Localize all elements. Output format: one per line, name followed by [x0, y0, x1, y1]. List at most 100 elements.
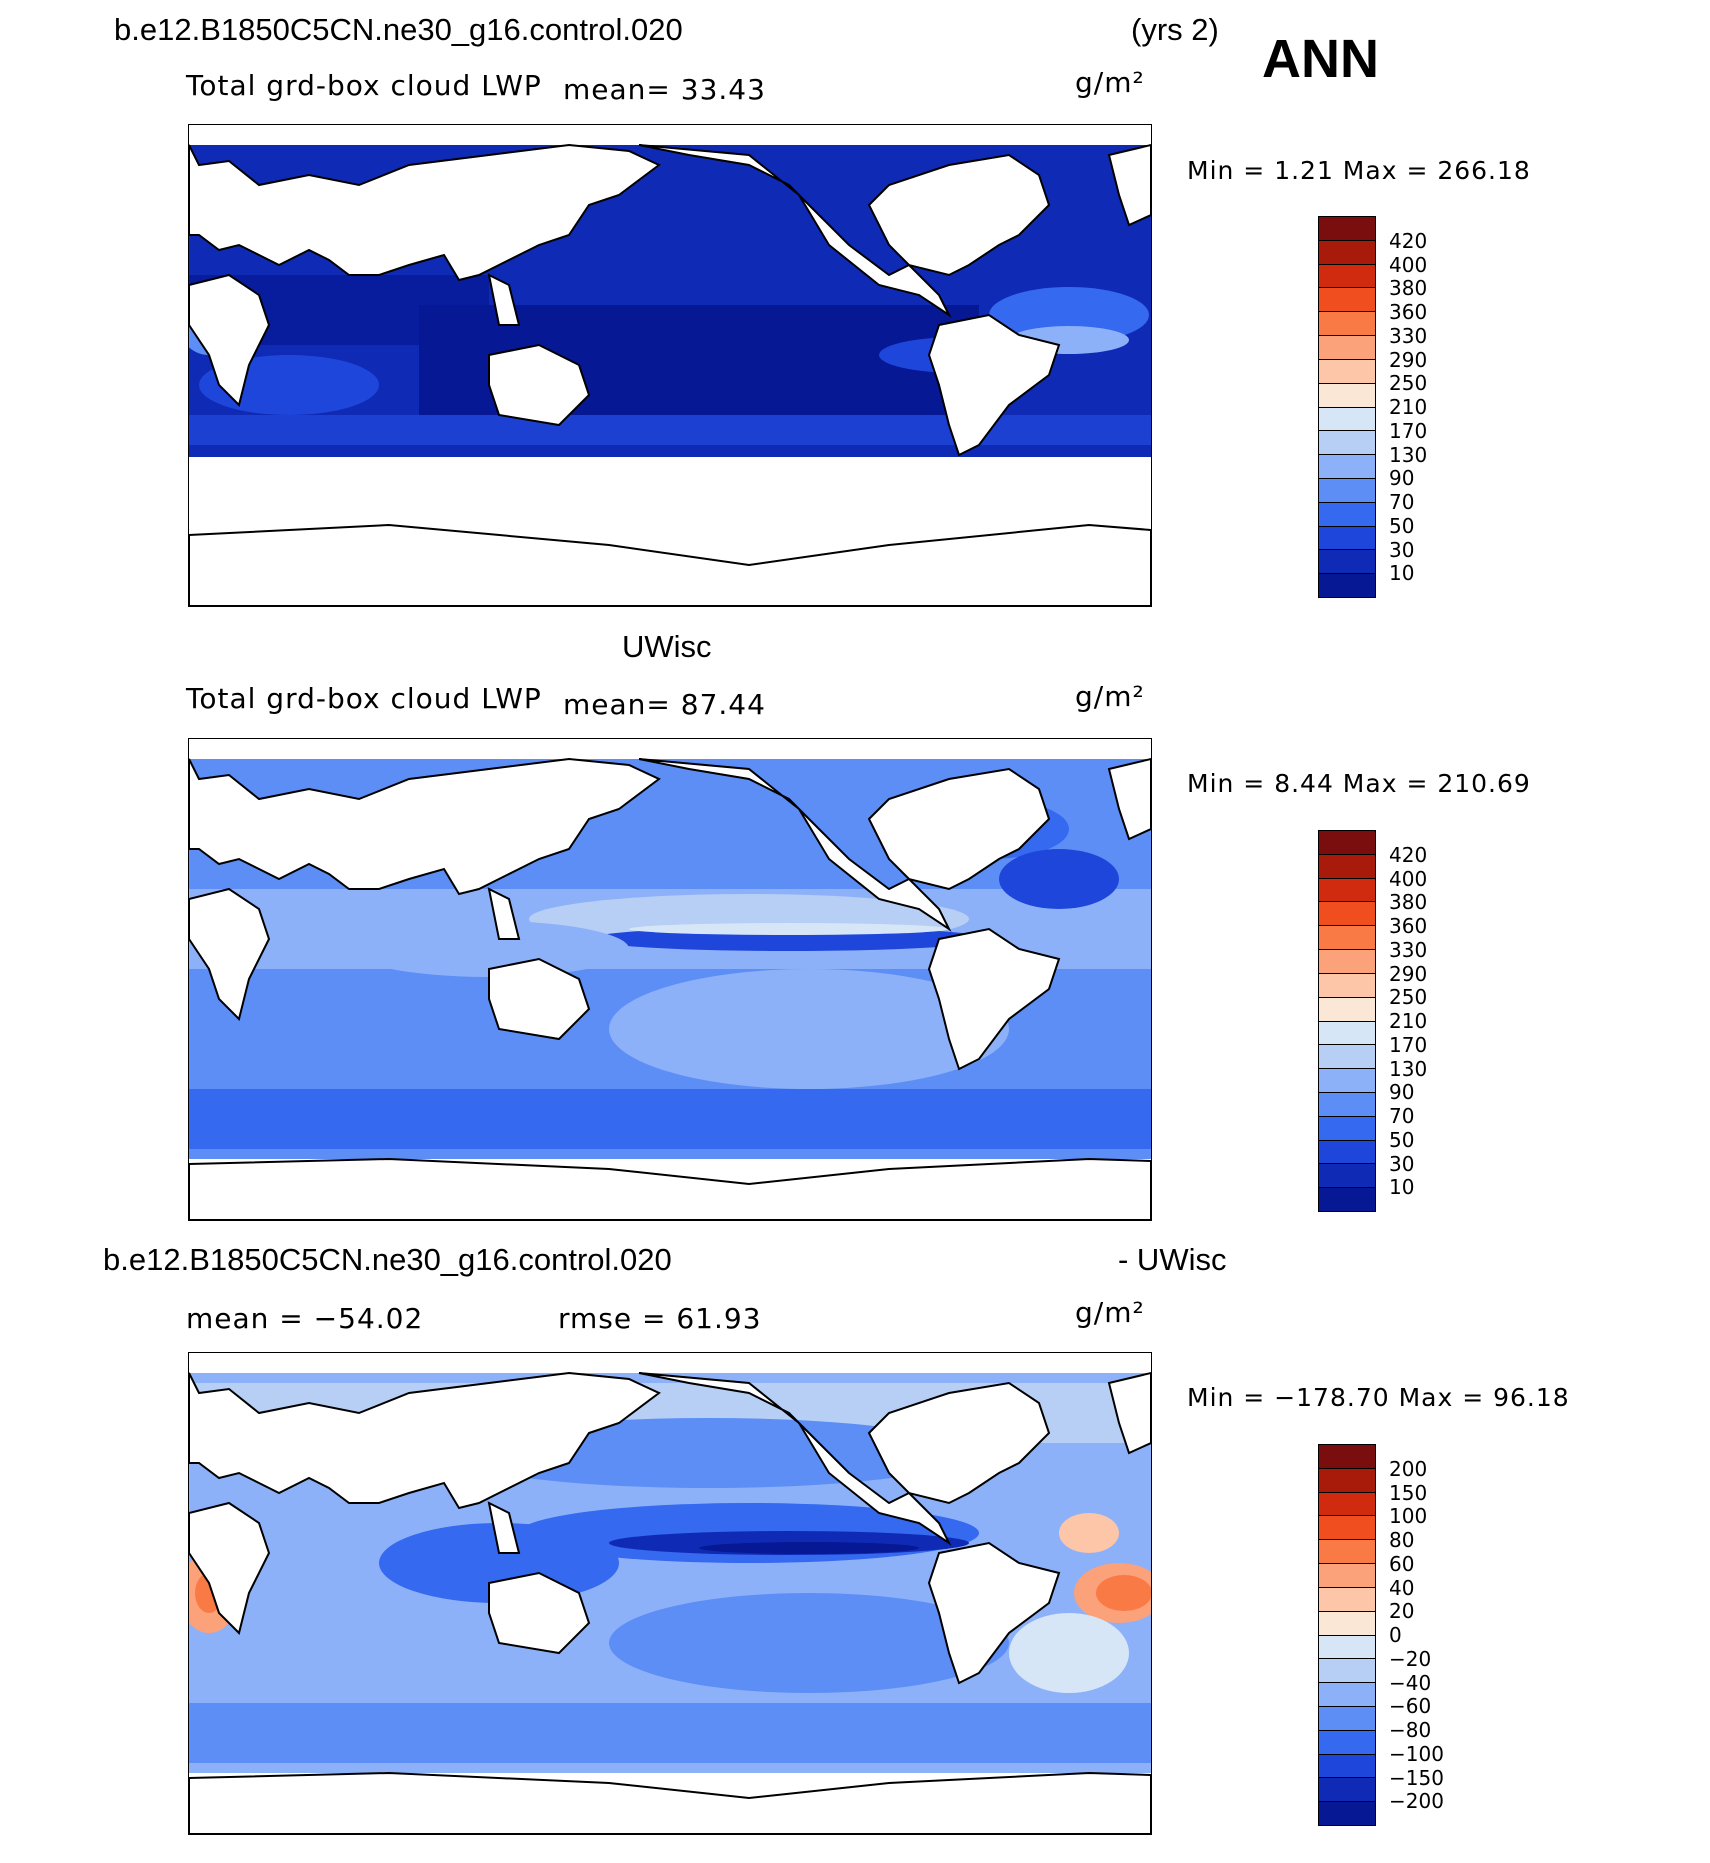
colorbar-tick-label: 30	[1389, 537, 1415, 562]
colorbar-swatch	[1319, 1730, 1375, 1755]
colorbar-swatch	[1319, 312, 1375, 337]
colorbar-swatch	[1319, 1706, 1375, 1731]
colorbar-tick-label: 250	[1389, 985, 1428, 1010]
colorbar-tick-label: 330	[1389, 937, 1428, 962]
panel1-map	[188, 124, 1152, 607]
colorbar-swatch	[1319, 950, 1375, 974]
colorbar-tick-label: 30	[1389, 1151, 1415, 1176]
colorbar-swatch	[1319, 1778, 1375, 1803]
colorbar-swatch	[1319, 1069, 1375, 1093]
panel1-colorbar	[1318, 216, 1376, 598]
colorbar-swatch	[1319, 478, 1375, 503]
panel1-units: g/m²	[1075, 66, 1145, 99]
panel2-source-title: UWisc	[622, 629, 712, 664]
colorbar-tick-label: 50	[1389, 513, 1415, 538]
panel2-units: g/m²	[1075, 680, 1145, 713]
colorbar-swatch	[1319, 1021, 1375, 1046]
colorbar-swatch	[1319, 407, 1375, 432]
colorbar-tick-label: 40	[1389, 1575, 1415, 1600]
colorbar-tick-label: −40	[1389, 1670, 1432, 1695]
colorbar-tick-label: −150	[1389, 1765, 1444, 1790]
colorbar-tick-label: −80	[1389, 1718, 1432, 1742]
panel1-variable: Total grd-box cloud LWP	[186, 69, 542, 102]
colorbar-tick-label: 210	[1389, 1009, 1428, 1033]
colorbar-tick-label: 420	[1389, 842, 1428, 867]
colorbar-tick-label: 380	[1389, 890, 1428, 915]
colorbar-swatch	[1319, 1492, 1375, 1517]
colorbar-tick-label: 290	[1389, 961, 1428, 986]
panel3-units: g/m²	[1075, 1296, 1145, 1329]
colorbar-tick-label: 0	[1389, 1623, 1402, 1647]
colorbar-swatch	[1319, 854, 1375, 879]
panel3-map	[188, 1352, 1152, 1835]
colorbar-tick-label: 290	[1389, 347, 1428, 372]
colorbar-tick-label: −20	[1389, 1646, 1432, 1671]
panel1-minmax: Min = 1.21 Max = 266.18	[1187, 156, 1531, 185]
colorbar-tick-label: 10	[1389, 1175, 1415, 1200]
colorbar-tick-label: 90	[1389, 1080, 1415, 1105]
colorbar-swatch	[1319, 1140, 1375, 1165]
colorbar-tick-label: 400	[1389, 866, 1428, 891]
colorbar-tick-label: 170	[1389, 418, 1428, 443]
colorbar-swatch	[1319, 574, 1375, 597]
colorbar-swatch	[1319, 902, 1375, 927]
colorbar-swatch	[1319, 288, 1375, 313]
colorbar-tick-label: −60	[1389, 1694, 1432, 1719]
years-label: (yrs 2)	[1131, 12, 1219, 47]
colorbar-swatch	[1319, 1116, 1375, 1141]
colorbar-tick-label: 420	[1389, 228, 1428, 253]
colorbar-swatch	[1319, 1564, 1375, 1588]
panel1-mean: mean= 33.43	[563, 73, 766, 106]
panel2-map	[188, 738, 1152, 1221]
colorbar-swatch	[1319, 502, 1375, 527]
colorbar-tick-label: −200	[1389, 1789, 1444, 1814]
colorbar-swatch	[1319, 926, 1375, 951]
colorbar-tick-label: 360	[1389, 300, 1428, 324]
case-title: b.e12.B1850C5CN.ne30_g16.control.020	[114, 12, 683, 47]
colorbar-tick-label: 20	[1389, 1599, 1415, 1624]
colorbar-tick-label: 80	[1389, 1528, 1415, 1552]
panel2-mean: mean= 87.44	[563, 688, 766, 721]
colorbar-tick-label: 400	[1389, 252, 1428, 277]
colorbar-swatch	[1319, 383, 1375, 408]
season-label: ANN	[1262, 29, 1379, 89]
colorbar-swatch	[1319, 1540, 1375, 1565]
colorbar-swatch	[1319, 217, 1375, 241]
panel3-diff-title-right: - UWisc	[1118, 1242, 1227, 1277]
colorbar-tick-label: 150	[1389, 1480, 1428, 1505]
colorbar-tick-label: 60	[1389, 1551, 1415, 1576]
colorbar-swatch	[1319, 1468, 1375, 1493]
colorbar-swatch	[1319, 1587, 1375, 1612]
colorbar-tick-label: 130	[1389, 442, 1428, 467]
colorbar-swatch	[1319, 1659, 1375, 1684]
colorbar-swatch	[1319, 1802, 1375, 1825]
colorbar-swatch	[1319, 973, 1375, 998]
colorbar-tick-label: 90	[1389, 466, 1415, 491]
colorbar-swatch	[1319, 431, 1375, 456]
colorbar-tick-label: 210	[1389, 395, 1428, 419]
colorbar-tick-label: 380	[1389, 276, 1428, 301]
colorbar-tick-label: 50	[1389, 1127, 1415, 1152]
panel2-minmax: Min = 8.44 Max = 210.69	[1187, 769, 1531, 798]
colorbar-swatch	[1319, 336, 1375, 360]
panel2-variable: Total grd-box cloud LWP	[186, 682, 542, 715]
colorbar-swatch	[1319, 1611, 1375, 1636]
colorbar-tick-label: −100	[1389, 1741, 1444, 1766]
panel3-minmax: Min = −178.70 Max = 96.18	[1187, 1383, 1570, 1412]
colorbar-swatch	[1319, 1516, 1375, 1541]
colorbar-swatch	[1319, 878, 1375, 903]
panel3-mean: mean = −54.02	[186, 1302, 424, 1335]
colorbar-swatch	[1319, 240, 1375, 265]
colorbar-swatch	[1319, 264, 1375, 289]
colorbar-tick-label: 100	[1389, 1504, 1428, 1529]
colorbar-swatch	[1319, 1092, 1375, 1117]
colorbar-tick-label: 330	[1389, 323, 1428, 348]
colorbar-tick-label: 70	[1389, 1104, 1415, 1128]
colorbar-swatch	[1319, 455, 1375, 479]
colorbar-swatch	[1319, 1683, 1375, 1707]
colorbar-swatch	[1319, 997, 1375, 1022]
panel3-colorbar	[1318, 1444, 1376, 1826]
colorbar-tick-label: 360	[1389, 914, 1428, 938]
colorbar-tick-label: 130	[1389, 1056, 1428, 1081]
colorbar-swatch	[1319, 526, 1375, 551]
